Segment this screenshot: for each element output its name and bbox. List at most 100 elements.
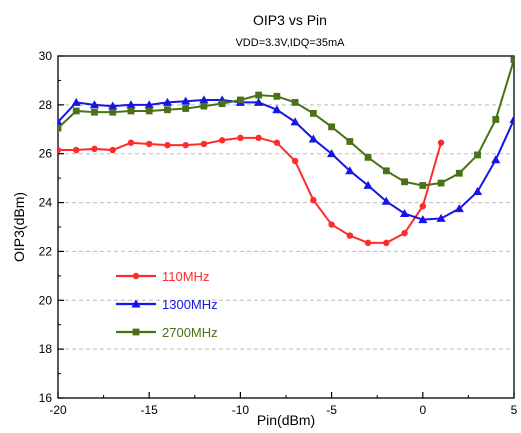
data-point xyxy=(237,96,244,104)
data-point xyxy=(363,180,373,189)
data-point xyxy=(91,108,98,116)
data-point xyxy=(437,179,445,187)
x-tick-label: -15 xyxy=(141,403,159,417)
legend-swatch-marker xyxy=(131,299,141,308)
data-point xyxy=(72,107,80,115)
data-point xyxy=(182,105,190,112)
data-point xyxy=(346,138,354,145)
data-point xyxy=(199,95,209,104)
data-point xyxy=(200,140,208,148)
data-point xyxy=(237,134,244,142)
chart-title: OIP3 vs Pin xyxy=(253,12,327,28)
data-point xyxy=(291,157,299,165)
data-point xyxy=(145,107,153,115)
data-point xyxy=(419,182,427,189)
x-tick-label: -10 xyxy=(232,403,250,417)
data-point xyxy=(399,208,410,218)
legend-item: 1300MHz xyxy=(116,297,218,312)
legend-label: 2700MHz xyxy=(162,325,218,340)
data-point xyxy=(200,102,208,110)
data-point xyxy=(472,186,483,196)
data-point xyxy=(381,196,391,205)
data-point xyxy=(108,101,118,110)
data-point xyxy=(419,203,426,210)
data-point xyxy=(436,213,446,222)
data-point xyxy=(146,140,153,148)
series-2700MHz xyxy=(58,56,514,189)
data-point xyxy=(364,153,372,161)
data-point xyxy=(328,221,335,228)
data-point xyxy=(218,137,226,144)
data-point xyxy=(510,56,514,64)
data-point xyxy=(418,215,428,224)
data-point xyxy=(291,99,299,106)
data-point xyxy=(401,229,408,237)
data-point xyxy=(164,106,171,114)
legend-swatch-marker xyxy=(132,328,140,336)
series-line xyxy=(58,98,514,221)
data-point xyxy=(109,108,117,116)
data-point xyxy=(401,178,408,186)
data-point xyxy=(127,139,135,146)
data-point xyxy=(58,146,62,154)
chart-subtitle: VDD=3.3V,IDQ=35mA xyxy=(235,37,345,49)
data-point xyxy=(290,117,300,126)
data-point xyxy=(182,141,189,149)
data-point xyxy=(328,123,335,131)
data-point xyxy=(71,97,81,106)
data-point xyxy=(310,196,317,204)
data-point xyxy=(273,92,281,100)
data-point xyxy=(308,134,318,143)
data-point xyxy=(364,239,372,247)
x-tick-label: -20 xyxy=(49,403,67,417)
data-point xyxy=(346,232,354,239)
data-point xyxy=(164,141,171,149)
data-point xyxy=(383,239,390,247)
plot-area-frame xyxy=(57,55,515,399)
x-tick-label: -5 xyxy=(326,403,337,417)
x-tick-label: 0 xyxy=(419,403,426,417)
grid-lines xyxy=(58,104,514,350)
data-point xyxy=(254,97,264,106)
data-point xyxy=(454,204,464,213)
legend-label: 1300MHz xyxy=(162,297,218,312)
series-1300MHz xyxy=(58,95,514,224)
data-point xyxy=(58,117,63,126)
y-tick-label: 18 xyxy=(39,342,53,356)
data-point xyxy=(509,114,514,123)
x-tick-label: 5 xyxy=(511,403,518,417)
data-point xyxy=(437,139,445,146)
data-point xyxy=(73,146,80,154)
data-point xyxy=(144,100,154,109)
y-tick-label: 28 xyxy=(39,98,53,112)
y-tick-label: 30 xyxy=(39,49,53,63)
legend-swatch-marker xyxy=(132,272,140,280)
legend: 110MHz 1300MHz 2700MHz xyxy=(116,269,218,340)
axis-ticks: 16 18 20 22 24 26 28 30 -20 -15 -10 -5 0 5 xyxy=(39,49,518,417)
y-tick-label: 20 xyxy=(39,293,53,307)
legend-item: 110MHz xyxy=(116,269,209,284)
y-tick-label: 16 xyxy=(39,391,53,405)
data-point xyxy=(126,100,136,109)
legend-label: 110MHz xyxy=(162,269,209,284)
data-point xyxy=(382,167,390,175)
series-line xyxy=(58,59,514,187)
data-point xyxy=(127,107,135,115)
y-axis-label: OIP3(dBm) xyxy=(11,192,27,262)
data-point xyxy=(162,97,173,106)
data-point xyxy=(474,151,481,159)
y-tick-label: 22 xyxy=(39,244,53,258)
y-tick-label: 24 xyxy=(39,196,53,210)
data-point xyxy=(109,146,116,154)
x-axis-label: Pin(dBm) xyxy=(257,412,315,428)
y-tick-label: 26 xyxy=(39,147,53,161)
series-layer xyxy=(58,56,514,247)
data-point xyxy=(327,149,337,158)
series-line xyxy=(58,136,443,244)
data-point xyxy=(58,124,62,132)
data-point xyxy=(255,91,263,99)
series-110MHz xyxy=(58,134,445,247)
data-point xyxy=(345,166,355,175)
data-point xyxy=(181,96,191,105)
